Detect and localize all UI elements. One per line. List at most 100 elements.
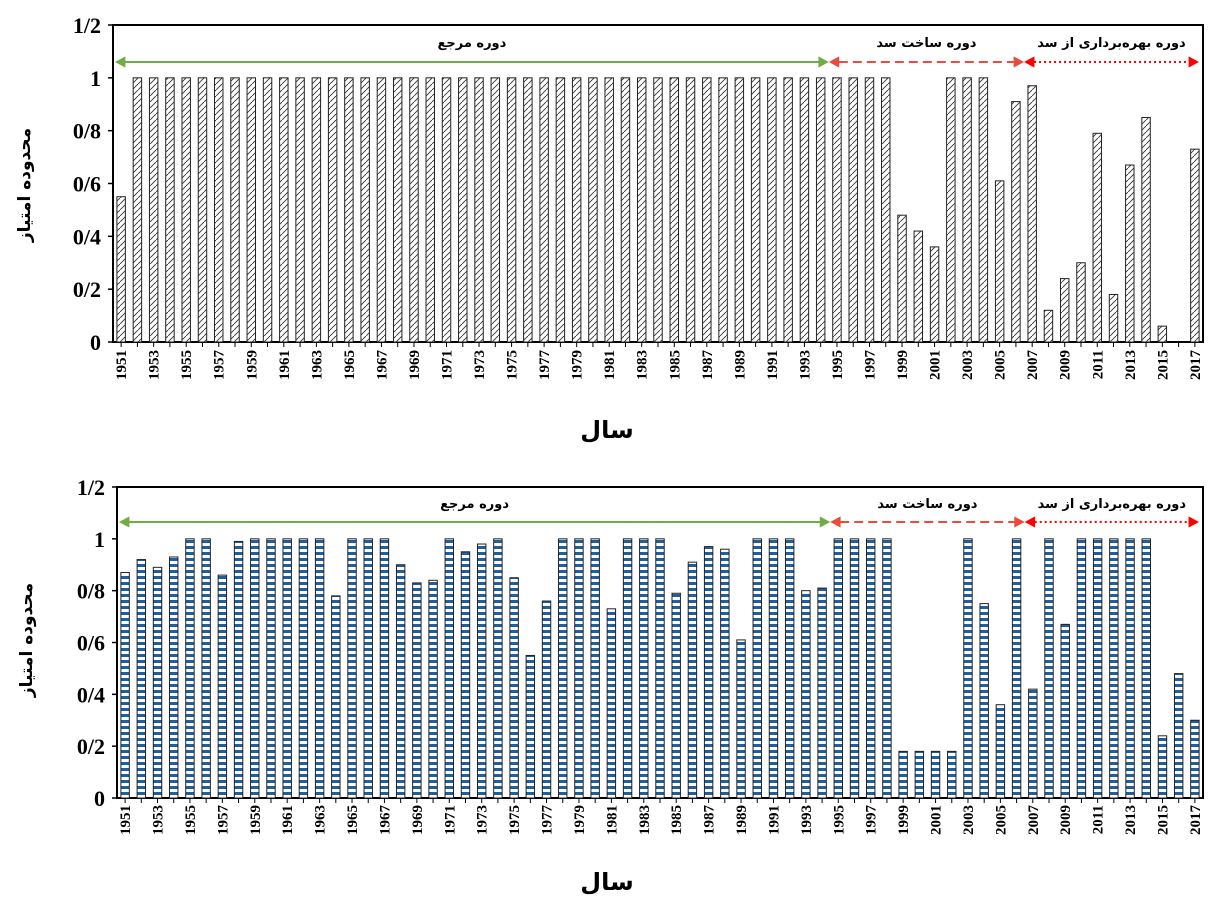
bar [946, 77, 956, 343]
bar [978, 77, 989, 343]
bar [881, 77, 891, 343]
bar [655, 538, 665, 799]
x-tick-label: 1955 [183, 805, 199, 835]
bar [214, 77, 224, 343]
bar [1141, 538, 1151, 799]
bar [282, 538, 292, 799]
y-tick-label: 0/6 [73, 172, 101, 197]
bar [669, 77, 679, 343]
bar [262, 77, 273, 343]
bar [181, 77, 191, 343]
x-tick-label: 2011 [1090, 350, 1106, 379]
period-label: دوره مرجع [440, 497, 509, 512]
x-tick-label: 2005 [993, 805, 1009, 835]
y-axis-title: محدوده امتیاز [17, 583, 37, 698]
bar [490, 77, 501, 343]
bar [1141, 116, 1151, 343]
bar [1027, 85, 1037, 343]
bar [185, 538, 195, 799]
x-axis-title: سال [580, 416, 633, 444]
x-tick-label: 1987 [702, 805, 718, 836]
bar [344, 77, 354, 343]
x-tick-label: 1971 [442, 805, 458, 835]
bar [637, 77, 647, 343]
period-arrow-head [1188, 516, 1199, 528]
x-tick-label: 2007 [1026, 805, 1042, 836]
bar [1108, 293, 1119, 343]
bar [506, 77, 517, 343]
x-tick-label: 1985 [669, 805, 685, 835]
period-label: دوره ساخت سد [877, 497, 977, 512]
y-tick-label: 1 [94, 527, 105, 552]
x-tick-label: 1999 [895, 350, 911, 380]
bar [832, 77, 842, 343]
x-tick-label: 1969 [410, 805, 426, 835]
bar [720, 548, 730, 799]
bar [929, 246, 940, 343]
period-arrow-head [1188, 56, 1199, 68]
x-tick-label: 2003 [961, 805, 977, 835]
y-axis-title: محدوده امتیاز [15, 128, 35, 243]
bar [474, 77, 484, 343]
bar [622, 538, 633, 799]
period-label: دوره مرجع [437, 36, 506, 51]
x-tick-label: 1957 [212, 350, 228, 381]
bar [412, 582, 422, 799]
bar [1059, 278, 1070, 343]
bar [493, 538, 503, 799]
bar [849, 538, 860, 799]
x-tick-label: 1957 [215, 805, 231, 836]
bar [752, 538, 762, 799]
x-tick-label: 1989 [734, 805, 750, 835]
y-tick-label: 1 [90, 66, 101, 91]
x-tick-label: 2005 [993, 350, 1009, 380]
bar [734, 77, 745, 343]
bar [425, 77, 435, 343]
bar [864, 77, 875, 343]
bar [750, 77, 761, 343]
bar [298, 538, 309, 799]
x-tick-label: 1953 [147, 350, 163, 380]
x-tick-label: 1981 [602, 350, 618, 380]
x-tick-label: 1993 [797, 350, 813, 380]
bar [217, 574, 228, 799]
bar [1076, 262, 1086, 343]
bar [604, 77, 614, 343]
x-tick-label: 1985 [667, 350, 683, 380]
x-tick-label: 1965 [345, 805, 361, 835]
period-arrow-head [1024, 516, 1036, 528]
bar [620, 77, 631, 343]
bar [1157, 325, 1168, 343]
bar [930, 750, 941, 799]
bar [148, 77, 159, 343]
x-tick-label: 1999 [896, 805, 912, 835]
x-tick-label: 1993 [799, 805, 815, 835]
x-tick-label: 1983 [637, 805, 653, 835]
x-tick-label: 1995 [830, 350, 846, 380]
x-tick-label: 1979 [572, 805, 588, 835]
bar [314, 538, 325, 799]
bar [392, 77, 403, 343]
bar [801, 590, 811, 799]
bar [687, 561, 698, 799]
x-tick-label: 1997 [864, 805, 880, 836]
x-tick-label: 1961 [277, 350, 293, 380]
y-tick-label: 0/2 [77, 734, 105, 759]
x-tick-label: 2015 [1155, 805, 1171, 835]
bar [962, 77, 972, 343]
x-axis-title: سال [580, 868, 633, 896]
bar [541, 600, 552, 799]
bar [331, 595, 341, 799]
period-arrow-head [1024, 56, 1035, 68]
x-tick-label: 1963 [313, 805, 329, 835]
x-tick-label: 2017 [1188, 350, 1204, 381]
bar [979, 603, 989, 799]
period-arrow-head [830, 516, 841, 528]
period-arrow-head [115, 56, 126, 68]
y-tick-label: 0/6 [77, 631, 105, 656]
x-tick-label: 2011 [1091, 805, 1107, 834]
bar [458, 77, 468, 343]
bar [718, 77, 728, 343]
bar [233, 540, 244, 799]
